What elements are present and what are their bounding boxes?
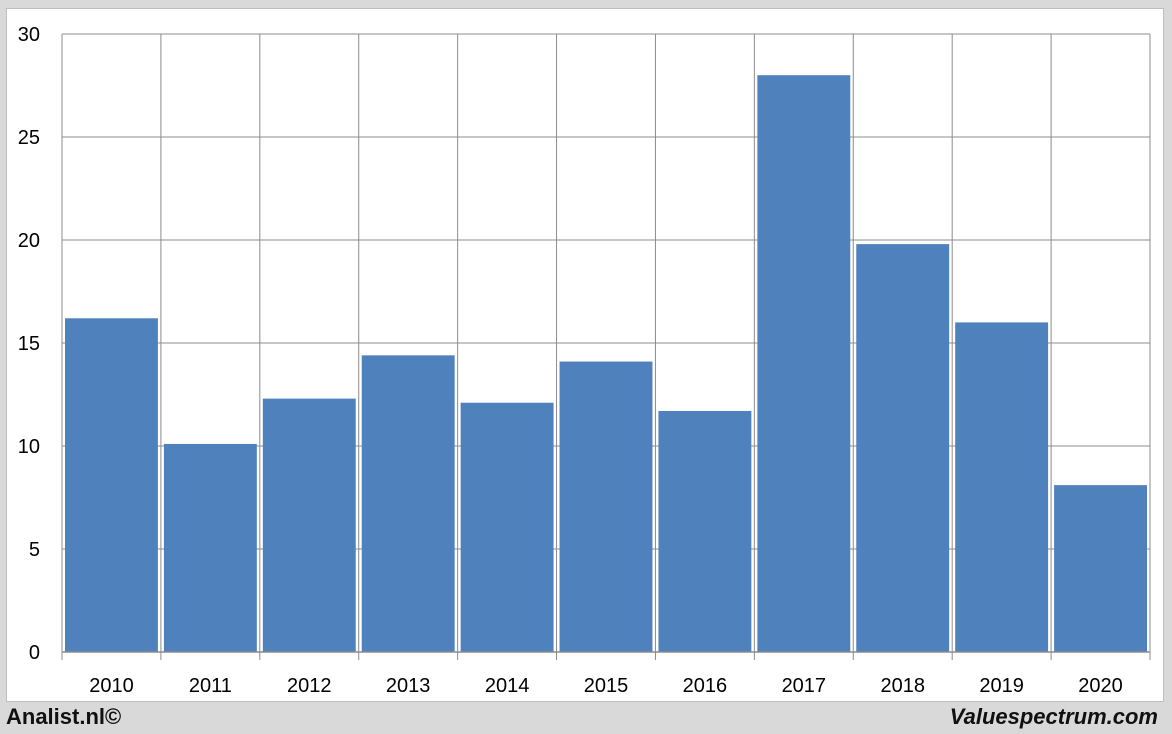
y-tick-label: 5 (29, 539, 40, 561)
bar-2018 (856, 244, 950, 652)
x-tick-label: 2020 (1078, 675, 1123, 697)
bar-2016 (658, 410, 752, 652)
bar-2020 (1054, 485, 1147, 652)
x-tick-label: 2019 (979, 675, 1024, 697)
y-tick-label: 10 (18, 436, 40, 458)
x-tick-label: 2016 (683, 675, 728, 697)
bar-2015 (559, 361, 653, 652)
x-tick-label: 2013 (386, 675, 431, 697)
bar-2019 (955, 322, 1049, 652)
x-tick-label: 2012 (287, 675, 332, 697)
x-tick-label: 2015 (584, 675, 629, 697)
y-tick-label: 25 (18, 127, 40, 149)
bar-2013 (361, 355, 455, 652)
y-tick-label: 0 (29, 642, 40, 664)
bar-2014 (460, 402, 554, 652)
y-tick-label: 20 (18, 230, 40, 252)
footer-brand-left: Analist.nl© (6, 704, 122, 729)
bar-2010 (65, 318, 158, 652)
footer-brand-right: Valuespectrum.com (949, 704, 1158, 729)
y-tick-label: 30 (18, 24, 40, 46)
y-tick-label: 15 (18, 333, 40, 355)
bar-2017 (757, 75, 851, 652)
x-tick-label: 2011 (189, 675, 232, 697)
x-tick-label: 2018 (880, 675, 925, 697)
bar-2012 (262, 398, 356, 652)
x-tick-label: 2010 (89, 675, 134, 697)
bar-2011 (163, 443, 257, 652)
x-tick-label: 2014 (485, 675, 530, 697)
x-tick-label: 2017 (782, 675, 827, 697)
